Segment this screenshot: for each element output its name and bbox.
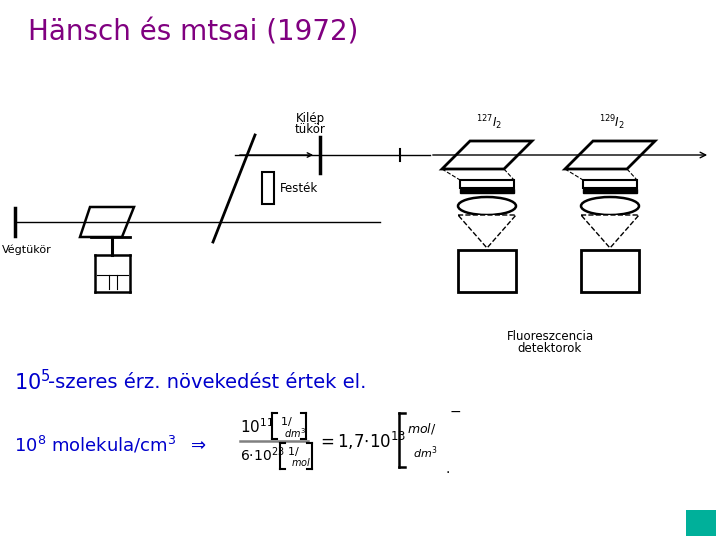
Text: detektorok: detektorok xyxy=(518,342,582,355)
Text: $.$: $.$ xyxy=(445,462,450,476)
Text: $6{\cdot}10^{23}$: $6{\cdot}10^{23}$ xyxy=(240,446,284,464)
Bar xyxy=(458,250,516,292)
Text: $1/$: $1/$ xyxy=(280,415,293,429)
Text: Kilép: Kilép xyxy=(295,112,325,125)
Text: Végtükör: Végtükör xyxy=(2,245,52,255)
Bar xyxy=(262,172,274,204)
Text: $dm^3$: $dm^3$ xyxy=(413,445,438,461)
Polygon shape xyxy=(458,215,516,248)
Bar xyxy=(686,510,716,536)
Text: $10^8$ molekula/cm$^3$  $\Rightarrow$: $10^8$ molekula/cm$^3$ $\Rightarrow$ xyxy=(14,435,207,456)
Text: $-$: $-$ xyxy=(449,404,461,418)
Text: $10^5$: $10^5$ xyxy=(14,369,51,395)
Text: $mol$: $mol$ xyxy=(291,456,311,468)
Polygon shape xyxy=(565,141,655,169)
Text: $^{129}$I$_2$: $^{129}$I$_2$ xyxy=(599,113,625,132)
Text: $1/$: $1/$ xyxy=(287,444,300,457)
Text: -szeres érz. növekedést értek el.: -szeres érz. növekedést értek el. xyxy=(48,374,366,393)
Text: Fluoreszcencia: Fluoreszcencia xyxy=(506,330,593,343)
Text: Festék: Festék xyxy=(280,181,318,194)
Text: $mol/$: $mol/$ xyxy=(407,422,436,436)
Ellipse shape xyxy=(458,197,516,215)
Polygon shape xyxy=(581,215,639,248)
Polygon shape xyxy=(442,141,532,169)
Text: Hänsch és mtsai (1972): Hänsch és mtsai (1972) xyxy=(28,18,359,46)
Ellipse shape xyxy=(581,197,639,215)
Polygon shape xyxy=(80,207,134,237)
Text: $10^{11}$: $10^{11}$ xyxy=(240,417,274,436)
Bar xyxy=(581,250,639,292)
Bar xyxy=(460,180,514,188)
Text: $= 1{,}7{\cdot}10^{13}$: $= 1{,}7{\cdot}10^{13}$ xyxy=(317,430,406,452)
Bar xyxy=(460,189,514,193)
Text: $dm^3$: $dm^3$ xyxy=(284,426,306,440)
Bar xyxy=(583,180,637,188)
Bar xyxy=(583,189,637,193)
Text: $^{127}$I$_2$: $^{127}$I$_2$ xyxy=(476,113,502,132)
Text: tükör: tükör xyxy=(294,123,325,136)
